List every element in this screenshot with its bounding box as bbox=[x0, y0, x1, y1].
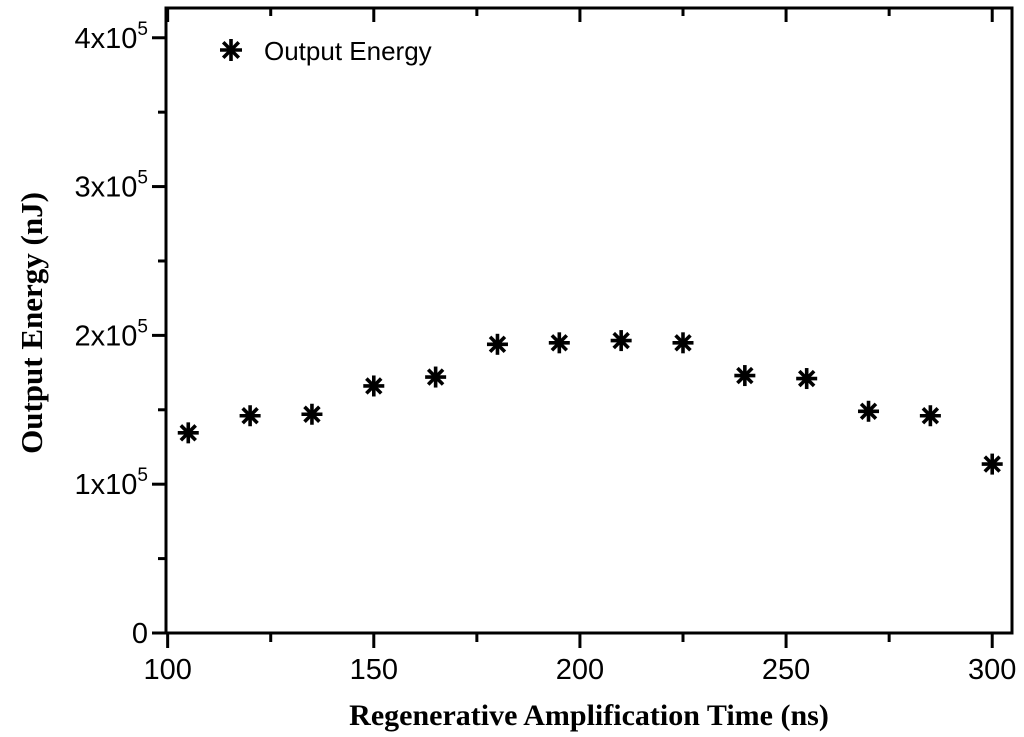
plot-box bbox=[164, 6, 1014, 635]
y-tick-label: 3x105 bbox=[75, 168, 148, 204]
x-tick-label: 300 bbox=[968, 654, 1016, 686]
data-point-marker bbox=[425, 366, 447, 388]
x-tick-label: 100 bbox=[143, 654, 191, 686]
series-output-energy bbox=[177, 330, 1003, 475]
x-tick-label: 150 bbox=[350, 654, 398, 686]
y-tick-label: 1x105 bbox=[75, 465, 148, 501]
y-tick-label: 0 bbox=[132, 618, 148, 650]
legend-label: Output Energy bbox=[264, 36, 432, 66]
data-point-marker bbox=[239, 405, 261, 427]
x-axis-title: Regenerative Amplification Time (ns) bbox=[349, 699, 829, 732]
data-point-marker bbox=[734, 365, 756, 387]
data-point-marker bbox=[486, 333, 508, 355]
y-tick-label: 4x105 bbox=[75, 19, 148, 55]
data-point-marker bbox=[672, 332, 694, 354]
data-point-marker bbox=[548, 332, 570, 354]
x-tick-label: 250 bbox=[762, 654, 810, 686]
y-tick-label: 2x105 bbox=[75, 316, 148, 352]
x-tick-label: 200 bbox=[556, 654, 604, 686]
data-point-marker bbox=[363, 375, 385, 397]
legend-marker-icon bbox=[220, 39, 242, 61]
y-axis-title: Output Energy (nJ) bbox=[14, 192, 49, 454]
data-point-marker bbox=[610, 330, 632, 352]
data-point-marker bbox=[919, 405, 941, 427]
data-point-marker bbox=[796, 368, 818, 390]
data-point-marker bbox=[981, 453, 1003, 475]
legend: Output Energy bbox=[220, 36, 432, 66]
data-point-marker bbox=[177, 422, 199, 444]
data-point-marker bbox=[301, 403, 323, 425]
data-point-marker bbox=[858, 400, 880, 422]
